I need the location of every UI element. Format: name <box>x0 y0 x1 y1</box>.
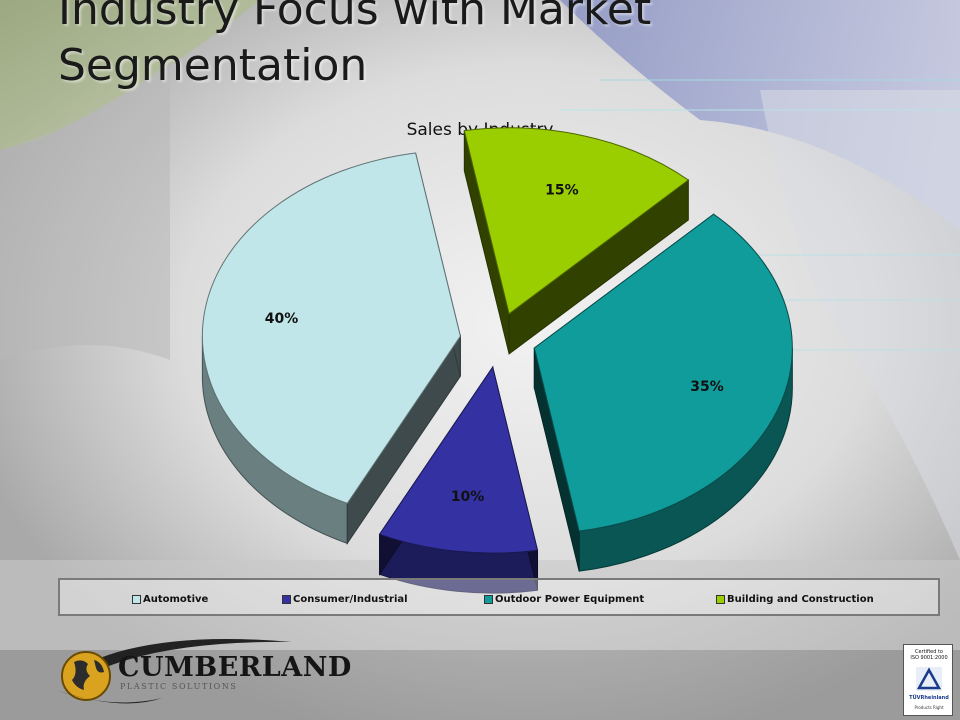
slide-title: Industry Focus with Market Segmentation <box>58 0 918 94</box>
pie-label-outdoor-power-equipment: 35% <box>690 379 724 395</box>
pie-slice-consumer-industrial <box>378 365 539 554</box>
legend-item-automotive: Automotive <box>132 592 208 606</box>
company-logo-name: CUMBERLAND <box>118 652 352 683</box>
legend-item-building-and-construction: Building and Construction <box>716 592 874 606</box>
legend-item-outdoor-power-equipment: Outdoor Power Equipment <box>484 592 644 606</box>
company-logo <box>56 638 292 704</box>
pie-slice-automotive <box>201 152 461 504</box>
slide-title-line-1: Industry Focus with Market <box>58 0 652 35</box>
pie-slice-building-and-construction <box>463 127 690 315</box>
cert-line-2: ISO 9001:2000 <box>910 655 948 661</box>
legend-swatch-consumer-industrial <box>282 594 291 604</box>
cert-line-1: Certified to <box>915 649 943 655</box>
legend-swatch-outdoor-power-equipment <box>484 594 493 604</box>
legend-label-automotive: Automotive <box>143 593 209 605</box>
pie-label-building-and-construction: 15% <box>545 182 579 198</box>
legend-swatch-automotive <box>132 594 141 604</box>
company-logo-tagline: PLASTIC SOLUTIONS <box>120 682 238 691</box>
legend-label-outdoor-power-equipment: Outdoor Power Equipment <box>495 593 645 605</box>
slide-title-line-2: Segmentation <box>58 40 368 91</box>
pie-label-consumer-industrial: 10% <box>451 489 485 505</box>
iso-certification-badge: Certified to ISO 9001:2000 TÜVRheinland … <box>903 644 953 716</box>
legend-swatch-building-and-construction <box>716 594 725 604</box>
tuv-triangle-icon <box>916 667 942 691</box>
legend-label-consumer-industrial: Consumer/Industrial <box>293 593 408 605</box>
chart-legend: Automotive Consumer/Industrial Outdoor P… <box>58 578 940 616</box>
cert-issuer: TÜVRheinland <box>909 695 949 701</box>
cert-note: Products Right <box>914 705 944 710</box>
pie-label-automotive: 40% <box>265 311 299 327</box>
legend-label-building-and-construction: Building and Construction <box>727 593 874 605</box>
legend-item-consumer-industrial: Consumer/Industrial <box>282 592 408 606</box>
pie-slice-outdoor-power-equipment <box>533 213 793 532</box>
